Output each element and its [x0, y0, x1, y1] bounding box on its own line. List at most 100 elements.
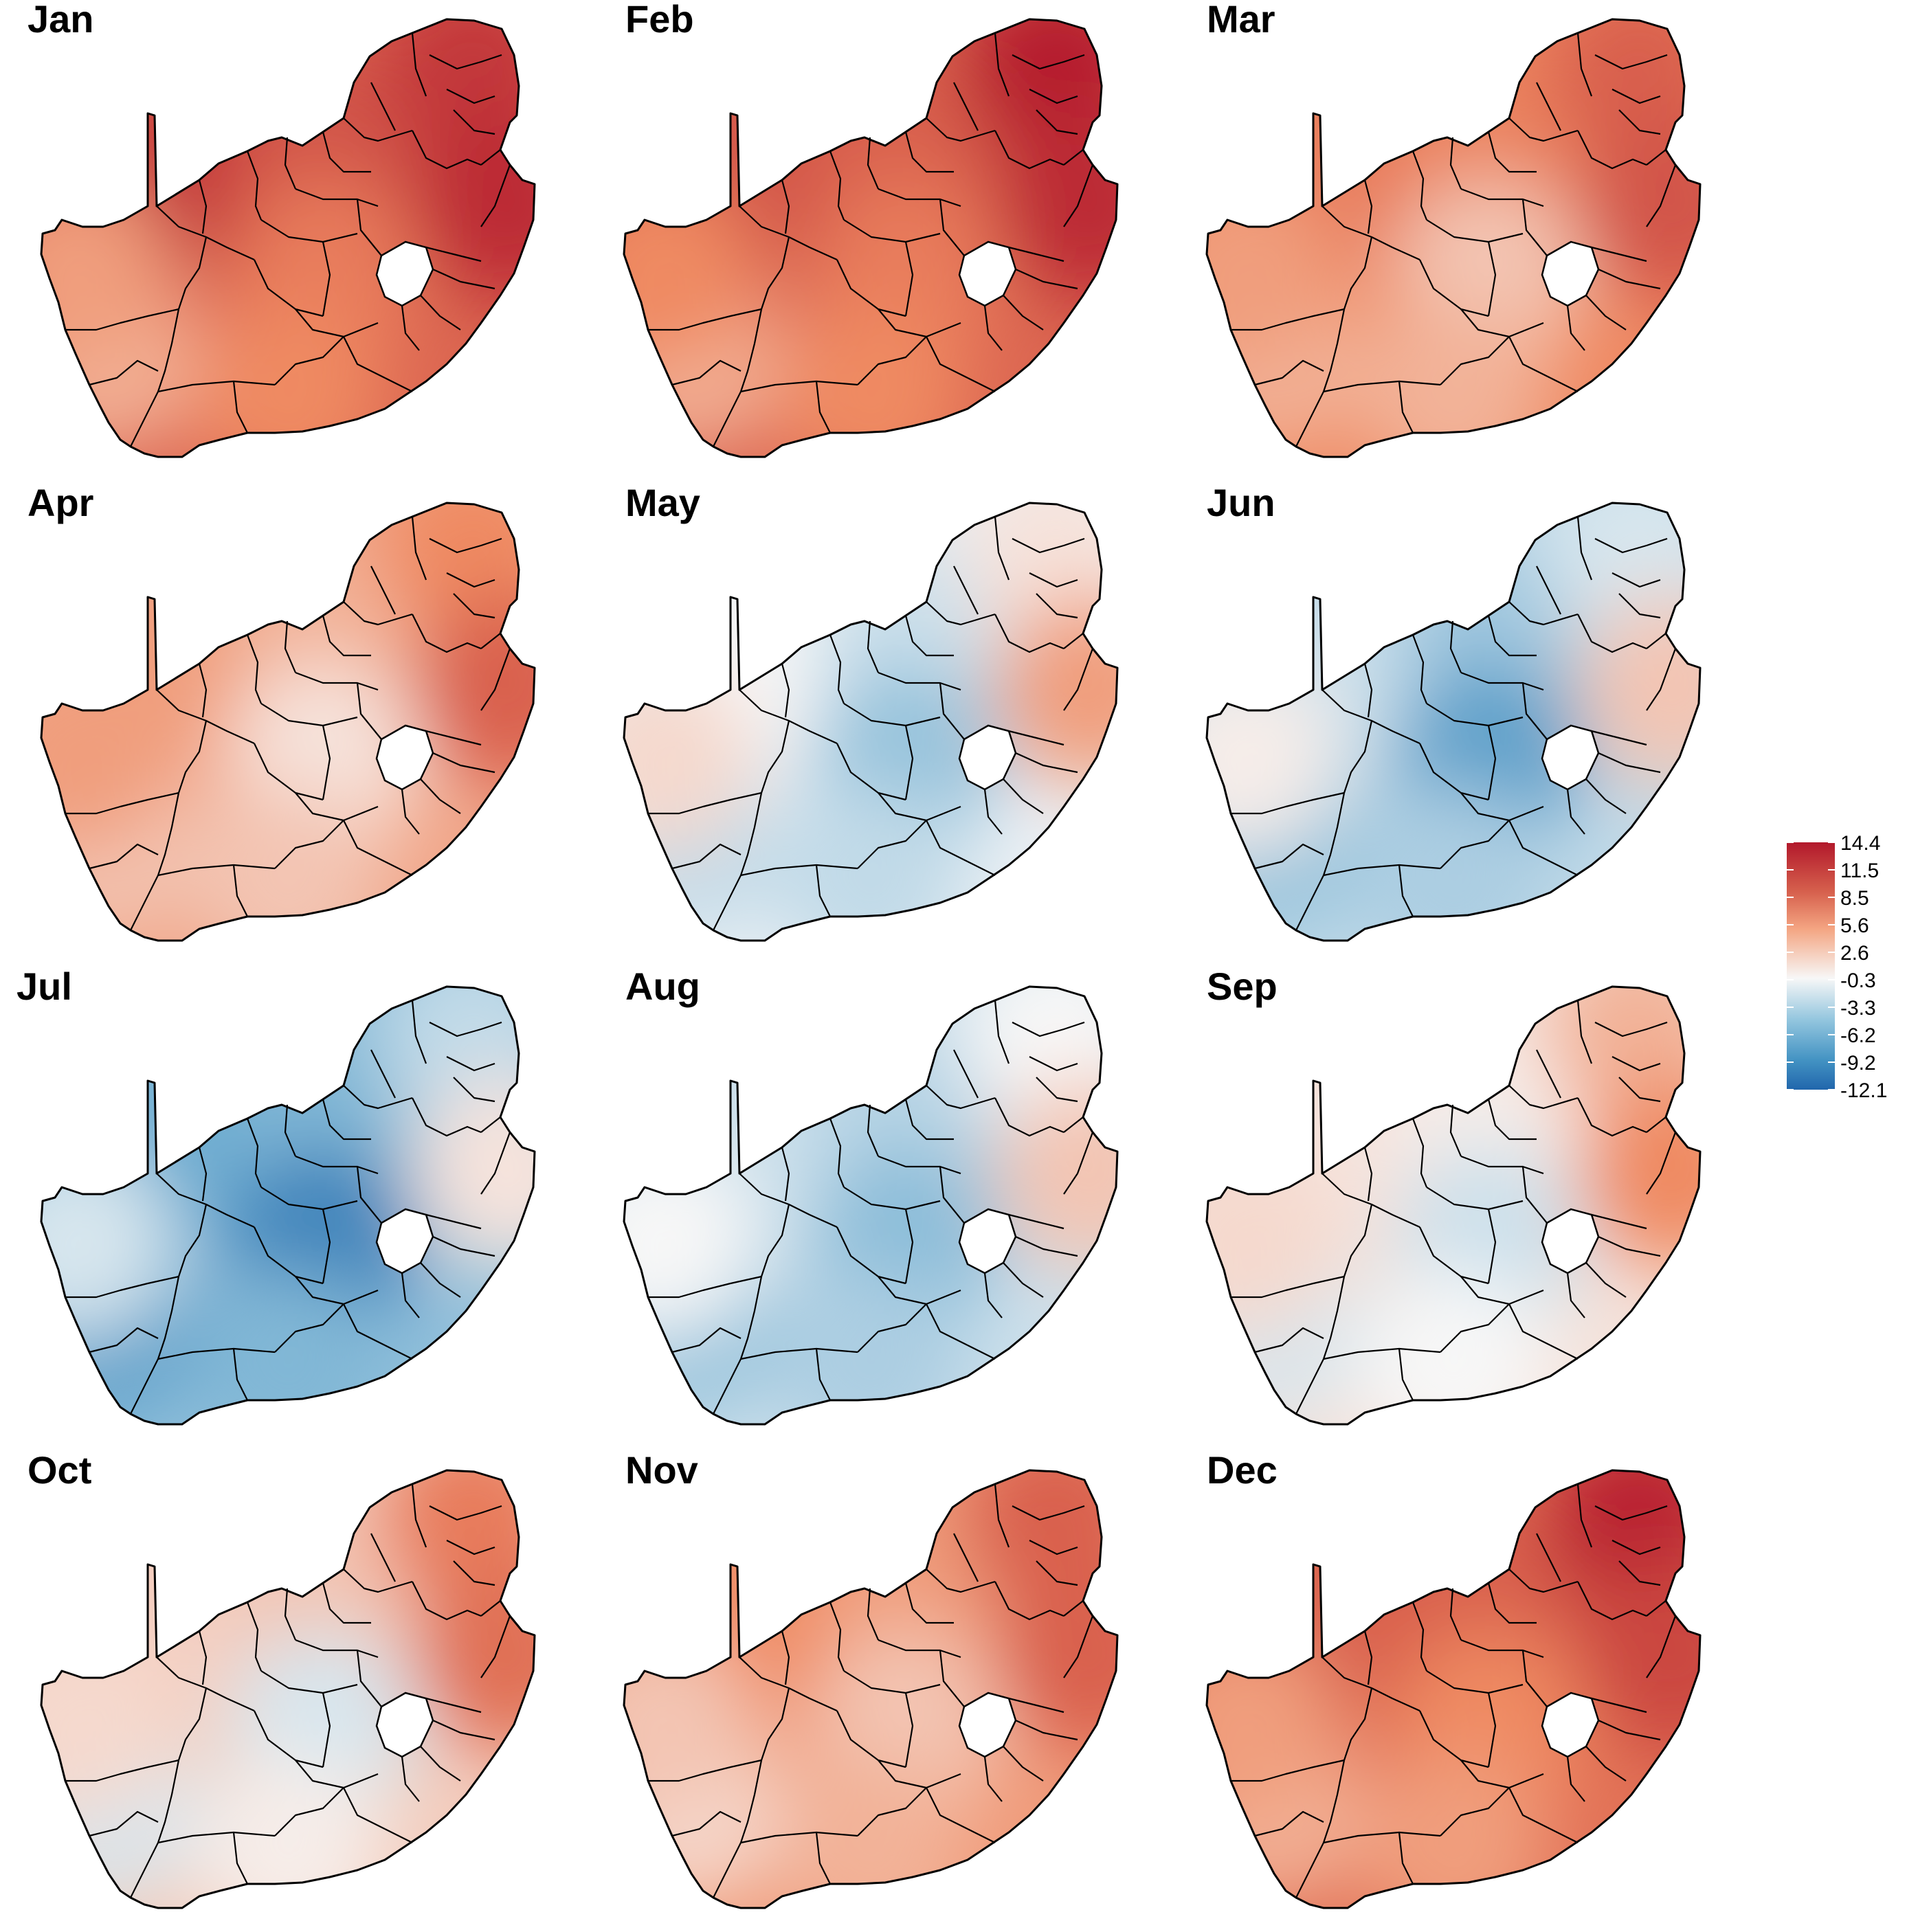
district-boundary — [401, 789, 420, 835]
district-boundary — [781, 1630, 790, 1685]
district-boundary — [740, 1831, 858, 1844]
month-map-panel-aug: Aug — [583, 967, 1119, 1448]
month-map-panel-nov: Nov — [583, 1451, 1119, 1932]
legend-tick-label: 14.4 — [1840, 832, 1881, 855]
district-boundary — [425, 246, 482, 262]
district-boundary — [1008, 1697, 1064, 1714]
lesotho-hole — [375, 724, 434, 791]
district-boundary — [1646, 1132, 1677, 1195]
district-boundary — [1036, 1077, 1078, 1103]
district-boundary — [1576, 1000, 1593, 1064]
district-boundary — [926, 117, 996, 142]
district-boundary — [1322, 1760, 1346, 1843]
district-boundary — [420, 1262, 461, 1298]
district-boundary — [1063, 1132, 1094, 1195]
district-boundary — [384, 377, 413, 392]
district-boundary — [857, 1787, 927, 1836]
district-boundary — [1612, 572, 1661, 588]
district-boundary — [1487, 1209, 1497, 1284]
district-boundary — [412, 614, 482, 653]
month-map-panel-dec: Dec — [1166, 1451, 1702, 1932]
district-boundary — [1566, 789, 1585, 835]
district-boundary — [480, 1116, 501, 1133]
district-boundary — [857, 820, 927, 869]
lesotho-hole — [375, 1692, 434, 1758]
district-boundary — [157, 1760, 180, 1843]
month-title: Jan — [27, 0, 94, 41]
district-boundary — [1598, 268, 1661, 290]
district-boundary — [926, 601, 996, 626]
color-legend: 14.4 11.5 8.5 5.6 2.6 -0.3 -3.3 -6.2 -9.2 -12.1 — [1787, 833, 1918, 1101]
district-boundary — [401, 1756, 420, 1802]
district-boundary — [1363, 1147, 1373, 1202]
district-boundary — [1487, 615, 1537, 657]
district-boundary — [967, 861, 996, 876]
district-boundary — [671, 359, 741, 386]
district-boundary — [1550, 1345, 1579, 1360]
district-boundary — [904, 1582, 954, 1624]
district-boundary — [781, 1147, 790, 1202]
district-boundary — [1550, 377, 1579, 392]
district-boundary — [740, 380, 858, 393]
district-boundary — [1449, 1104, 1462, 1157]
lesotho-hole — [1541, 1692, 1600, 1758]
district-boundary — [1426, 703, 1524, 727]
district-boundary — [1487, 1099, 1537, 1141]
district-boundary — [260, 703, 358, 727]
district-boundary — [1521, 682, 1548, 740]
district-boundary — [260, 1187, 358, 1211]
district-boundary — [295, 1760, 379, 1789]
value-surface — [624, 19, 1117, 457]
district-boundary — [867, 1588, 880, 1641]
district-boundary — [760, 720, 790, 794]
district-boundary — [322, 615, 371, 657]
district-boundary — [370, 565, 396, 615]
district-boundary — [446, 572, 495, 588]
month-map-panel-jul: Jul — [0, 967, 536, 1448]
district-boundary — [1015, 1235, 1078, 1257]
region-value-e — [412, 1077, 535, 1270]
district-boundary — [480, 1600, 501, 1617]
district-boundary — [1449, 1588, 1462, 1641]
district-boundary — [939, 682, 965, 740]
district-boundary — [1295, 391, 1324, 447]
district-boundary — [198, 1147, 208, 1202]
district-boundary — [1460, 1760, 1544, 1789]
district-boundary — [1008, 1213, 1064, 1230]
district-boundary — [295, 188, 379, 207]
district-boundary — [1460, 1155, 1544, 1175]
region-value-e — [995, 1077, 1117, 1270]
district-boundary — [1322, 308, 1346, 392]
district-boundary — [983, 305, 1003, 351]
month-title: Feb — [625, 0, 694, 41]
district-boundary — [322, 1692, 331, 1768]
district-boundary — [1646, 648, 1677, 711]
district-boundary — [739, 1276, 763, 1360]
district-boundary — [370, 1049, 396, 1099]
district-boundary — [1254, 843, 1324, 870]
district-boundary — [177, 236, 208, 310]
district-boundary — [1322, 792, 1346, 876]
district-boundary — [1612, 89, 1661, 104]
region-value-e — [412, 110, 535, 302]
value-surface — [624, 503, 1117, 941]
district-boundary — [254, 743, 324, 801]
region-value-w — [1207, 179, 1337, 371]
district-boundary — [246, 150, 263, 221]
district-boundary — [1426, 1670, 1524, 1694]
district-boundary — [1487, 725, 1497, 800]
south-africa-map — [40, 502, 536, 942]
district-boundary — [878, 308, 961, 338]
district-boundary — [1508, 1303, 1551, 1346]
district-boundary — [429, 54, 502, 70]
district-boundary — [429, 1021, 502, 1037]
region-value-w — [1207, 1630, 1337, 1822]
district-boundary — [760, 1687, 790, 1761]
country-outline — [1205, 18, 1702, 458]
district-boundary — [1449, 620, 1462, 673]
lesotho-hole — [958, 1208, 1017, 1274]
district-boundary — [953, 1533, 979, 1582]
district-boundary — [356, 1650, 382, 1707]
district-boundary — [1618, 109, 1661, 135]
district-boundary — [157, 308, 180, 392]
